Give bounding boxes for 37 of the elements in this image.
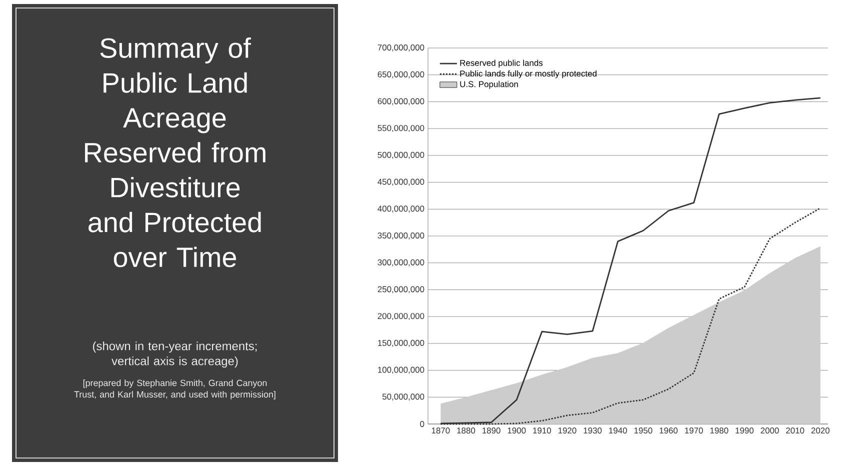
y-tick-label: 450,000,000 xyxy=(378,178,424,186)
text: [prepared by Stephanie Smith, Grand Canyon Trust, and Karl Musser, and used with permission] xyxy=(74,380,276,400)
y-tick-label: 600,000,000 xyxy=(378,98,424,106)
x-tick-label: 1880 xyxy=(457,428,476,434)
legend-label: U.S. Population xyxy=(460,80,518,89)
legend-label: Public lands fully or mostly protected xyxy=(460,70,596,78)
y-tick-label: 150,000,000 xyxy=(378,340,424,347)
x-tick-label: 1940 xyxy=(609,428,627,434)
y-tick-label: 300,000,000 xyxy=(378,259,424,266)
text: (shown in ten-year increments; vertical axis is acreage) xyxy=(93,342,257,368)
y-tick-label: 50,000,000 xyxy=(382,394,424,401)
x-tick-label: 1890 xyxy=(482,428,500,434)
x-tick-label: 1990 xyxy=(736,428,754,434)
x-tick-label: 1970 xyxy=(685,428,703,434)
x-tick-label: 1870 xyxy=(432,428,450,434)
x-tick-label: 1980 xyxy=(710,428,728,434)
y-tick-label: 400,000,000 xyxy=(378,206,424,213)
x-tick-label: 1930 xyxy=(584,428,602,434)
text: Summary of Public Land Acreage Reserved from Divestiture and Protected over Time xyxy=(85,38,266,268)
legend-label: Reserved public lands xyxy=(460,60,543,68)
y-tick-label: 250,000,000 xyxy=(378,286,424,294)
y-tick-label: 200,000,000 xyxy=(378,313,424,320)
y-tick-label: 700,000,000 xyxy=(378,44,424,52)
y-tick-label: 550,000,000 xyxy=(378,125,424,132)
x-tick-label: 1920 xyxy=(558,428,576,434)
x-tick-label: 1950 xyxy=(634,428,652,434)
y-tick-label: 100,000,000 xyxy=(378,366,424,374)
y-tick-label: 350,000,000 xyxy=(378,232,424,240)
x-tick-label: 1910 xyxy=(533,428,552,434)
x-tick-label: 2010 xyxy=(786,428,804,434)
x-tick-label: 1960 xyxy=(660,428,678,434)
x-tick-label: 1900 xyxy=(508,428,526,434)
x-tick-label: 2020 xyxy=(811,428,830,434)
x-tick-label: 2000 xyxy=(760,428,779,434)
y-tick-label: 500,000,000 xyxy=(378,152,424,159)
y-tick-label: 0 xyxy=(420,421,424,427)
y-tick-label: 650,000,000 xyxy=(378,71,424,78)
